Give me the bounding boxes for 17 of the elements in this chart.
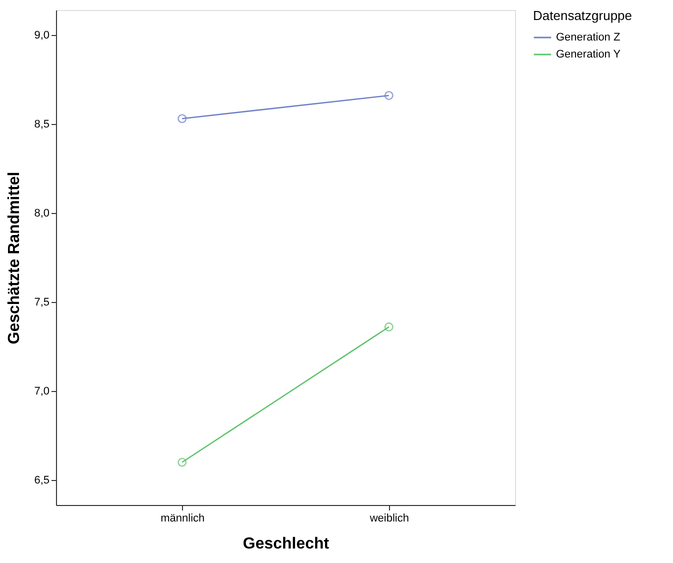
y-tick-label: 8,0: [34, 207, 50, 220]
y-axis-title: Geschätzte Randmittel: [6, 172, 24, 344]
point: [178, 114, 187, 124]
point: [384, 90, 394, 100]
point: [384, 322, 394, 332]
y-tick-label: 8,5: [34, 118, 50, 130]
legend-label: Generation Z: [556, 32, 620, 44]
x-tick-label: männlich: [160, 512, 205, 524]
y-tick-label: 7,0: [34, 386, 50, 398]
y-tick-label: 9,0: [34, 29, 50, 42]
y-tick-label: 7,5: [34, 296, 50, 309]
x-tick-label: weiblich: [368, 512, 409, 524]
x-axis-title: Geschlecht: [242, 536, 330, 552]
legend-label: Generation Y: [556, 48, 622, 60]
point: [178, 458, 187, 467]
legend-title: Datensatzgruppe: [533, 8, 632, 23]
y-tick-label: 6,5: [34, 474, 50, 487]
